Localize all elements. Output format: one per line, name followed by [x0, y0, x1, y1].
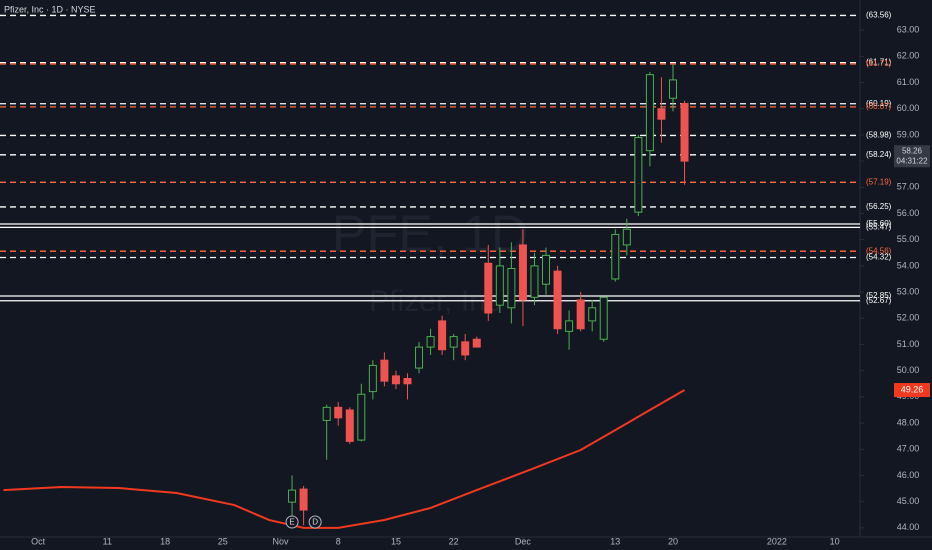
- y-tick-label: 51.00: [897, 339, 920, 349]
- y-tick-label: 47.00: [897, 444, 920, 454]
- candle-body: [576, 299, 585, 330]
- y-tick-label: 57.00: [897, 182, 920, 192]
- candle-body: [495, 265, 504, 306]
- candle-body: [599, 296, 608, 340]
- candle-body: [426, 336, 435, 348]
- y-tick-label: 63.00: [897, 24, 920, 34]
- level-label: (60.19): [866, 99, 892, 108]
- candle-body: [611, 233, 620, 280]
- y-tick-label: 46.00: [897, 470, 920, 480]
- level-label: (60.07): [866, 102, 892, 111]
- y-tick-label: 54.00: [897, 260, 920, 270]
- x-tick-label: 2022: [767, 536, 787, 546]
- level-label: (57.19): [866, 177, 892, 186]
- candle-body: [380, 359, 389, 382]
- level-label: (54.32): [866, 253, 892, 262]
- candle-body: [634, 137, 643, 213]
- level-label: (54.56): [866, 246, 892, 255]
- candle-body: [484, 262, 493, 314]
- candle-body: [565, 320, 574, 332]
- candle-body: [322, 406, 331, 421]
- countdown-label: 04:31:22: [896, 156, 928, 165]
- ma-price-label: 49.26: [901, 384, 924, 394]
- candle-body: [461, 341, 470, 356]
- level-label: (63.56): [866, 11, 892, 20]
- candle-body: [391, 375, 400, 385]
- y-tick-label: 50.00: [897, 365, 920, 375]
- watermark-name: Pfizer, Inc: [369, 285, 501, 318]
- y-tick-label: 61.00: [897, 77, 920, 87]
- candle-body: [288, 489, 297, 503]
- candle-body: [657, 108, 666, 120]
- x-tick-label: Oct: [31, 536, 46, 546]
- candle-body: [357, 393, 366, 441]
- x-tick-label: 10: [830, 536, 840, 546]
- event-label: D: [312, 518, 318, 527]
- level-label: (61.71): [866, 59, 892, 68]
- level-label: (55.47): [866, 222, 892, 231]
- candle-body: [472, 338, 481, 348]
- candle-body: [507, 268, 516, 309]
- y-tick-label: 44.00: [897, 522, 920, 532]
- x-tick-label: Nov: [273, 536, 290, 546]
- last-price-label: 58.26: [902, 146, 923, 155]
- candle-body: [518, 244, 527, 301]
- x-tick-label: 25: [218, 536, 228, 546]
- candle-body: [334, 406, 343, 419]
- y-tick-label: 53.00: [897, 286, 920, 296]
- y-tick-label: 59.00: [897, 129, 920, 139]
- x-tick-label: 15: [391, 536, 401, 546]
- y-tick-label: 55.00: [897, 234, 920, 244]
- x-tick-label: 8: [336, 536, 341, 546]
- watermark-symbol: PFE, 1D: [332, 206, 529, 264]
- level-label: (52.85): [866, 291, 892, 300]
- candle-body: [680, 102, 689, 162]
- x-tick-label: 13: [610, 536, 620, 546]
- candle-body: [668, 79, 677, 99]
- candle-body: [415, 346, 424, 369]
- candle-body: [299, 488, 308, 511]
- event-marker: [308, 515, 322, 529]
- x-tick-label: Dec: [515, 536, 532, 546]
- moving-average: [3, 389, 686, 529]
- y-tick-label: 60.00: [897, 103, 920, 113]
- ma-price-box: [894, 383, 930, 398]
- candle-body: [449, 336, 458, 348]
- candle-body: [530, 265, 539, 298]
- candle-body: [622, 228, 631, 246]
- event-label: E: [289, 518, 294, 527]
- candle-body: [368, 364, 377, 393]
- level-label: (52.67): [866, 296, 892, 305]
- candle-body: [645, 74, 654, 152]
- last-price-box: [894, 145, 930, 168]
- candle-body: [553, 270, 562, 330]
- level-label: (56.25): [866, 202, 892, 211]
- y-tick-label: 48.00: [897, 417, 920, 427]
- chart-title: Pfizer, Inc · 1D · NYSE: [4, 4, 96, 14]
- x-tick-label: 22: [449, 536, 459, 546]
- event-marker: [285, 515, 299, 529]
- level-label: (58.98): [866, 131, 892, 140]
- x-tick-label: 18: [160, 536, 170, 546]
- level-label: (58.24): [866, 150, 892, 159]
- x-tick-label: 11: [103, 536, 112, 546]
- y-tick-label: 52.00: [897, 313, 920, 323]
- level-label: (55.60): [866, 219, 892, 228]
- y-tick-label: 45.00: [897, 496, 920, 506]
- x-tick-label: 20: [668, 536, 678, 546]
- level-label: (61.71): [866, 58, 892, 67]
- candle-body: [438, 320, 447, 351]
- y-tick-label: 56.00: [897, 208, 920, 218]
- candle-body: [403, 378, 412, 385]
- candle-body: [345, 409, 354, 442]
- candle-body: [542, 254, 551, 285]
- candle-body: [588, 307, 597, 322]
- y-tick-label: 62.00: [897, 51, 920, 61]
